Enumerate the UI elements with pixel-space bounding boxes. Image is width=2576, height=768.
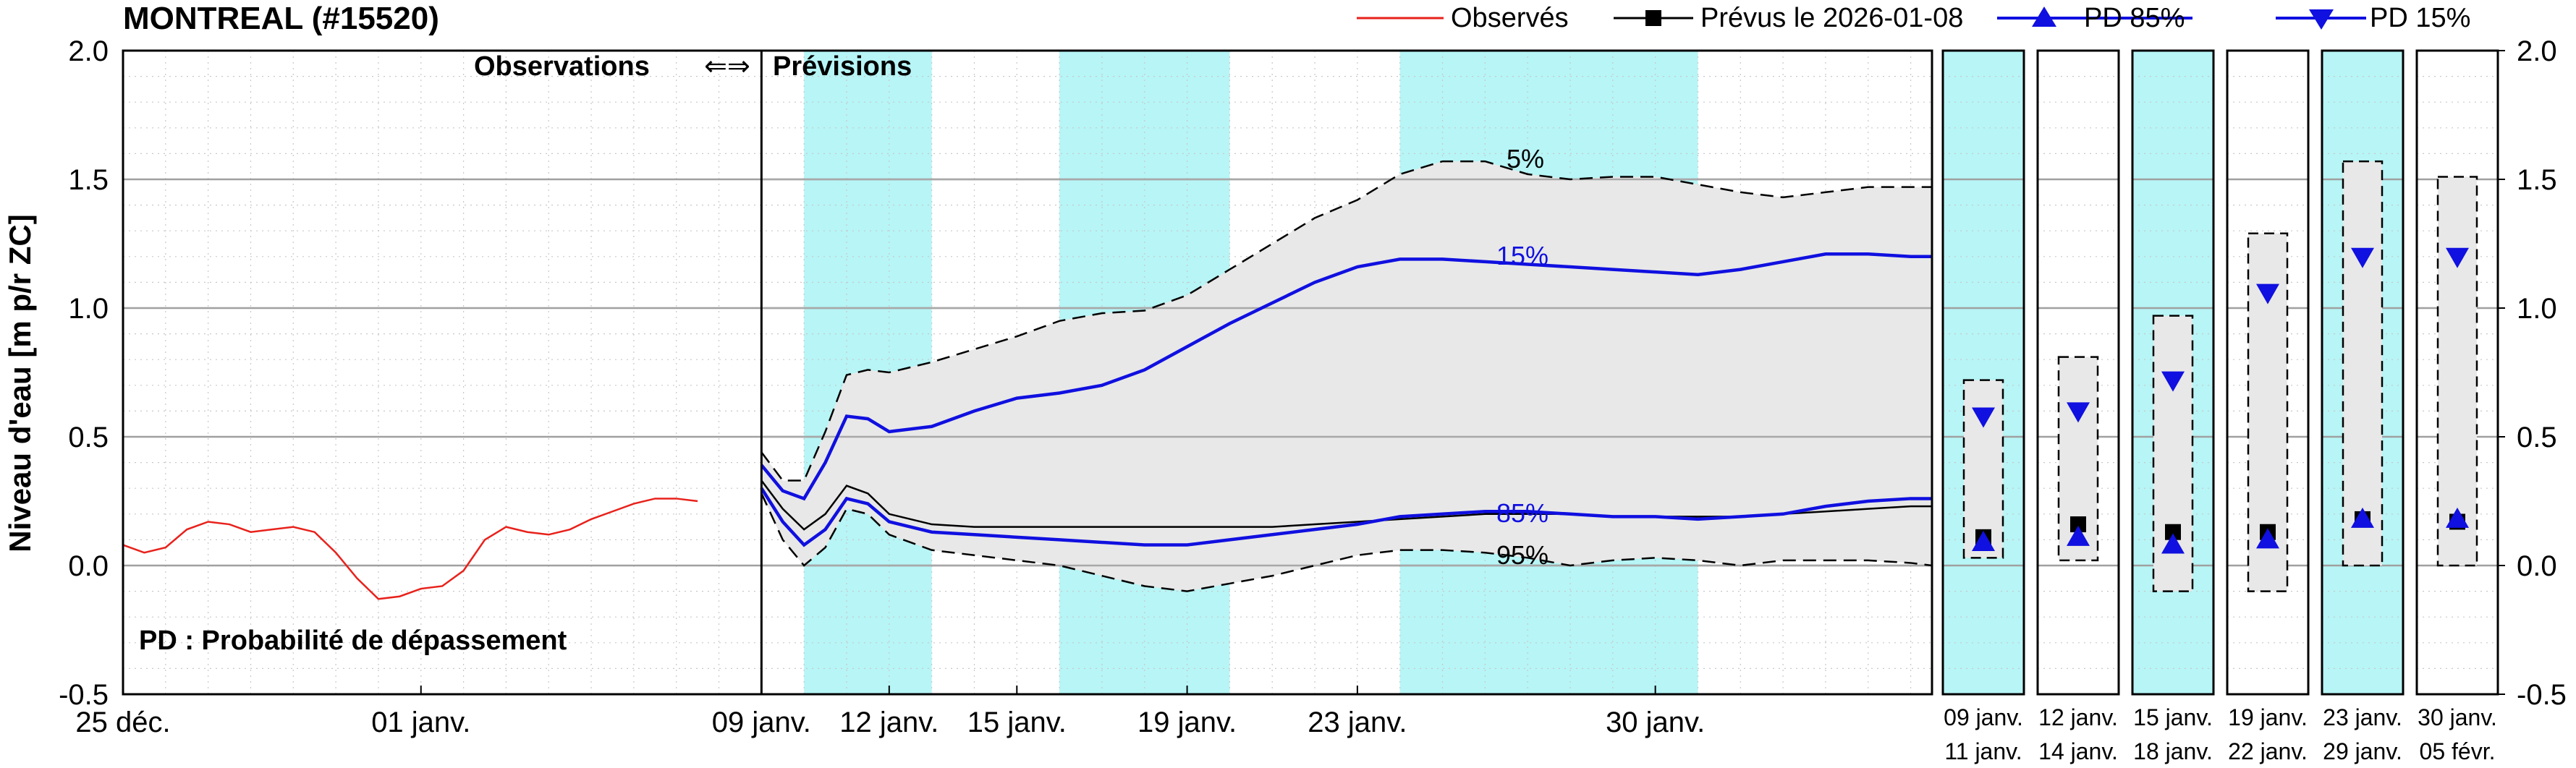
panel-date-start: 30 janv. [2418,704,2497,730]
panel-date-end: 18 janv. [2133,738,2213,764]
x-tick-label: 25 déc. [75,707,170,738]
panel-frame [2226,49,2310,696]
series-observed-line [122,498,698,600]
legend-pd15-label: PD 15% [2370,3,2470,33]
y-tick-label-right: 2.0 [2517,35,2557,67]
x-tick-label: 09 janv. [712,707,811,738]
panel-background [1943,51,2024,694]
x-tick-label: 19 janv. [1137,707,1237,738]
panel-date-start: 15 janv. [2133,704,2213,730]
chart-title: MONTREAL (#15520) [123,1,439,36]
series-pd85-line [760,487,1932,547]
panel-frame [2321,49,2405,696]
panel-pd85-marker [2446,507,2469,528]
weekly-panels: 09 janv. 11 janv. 12 janv. 14 janv. 15 janv.… [1941,49,2499,764]
series-pd15-line [760,252,1932,501]
panel-pd15-marker [2446,247,2469,268]
panel-date-start: 09 janv. [1944,704,2023,730]
y-tick-label: 2.0 [68,35,109,67]
x-tick-label: 12 janv. [839,707,939,738]
panel-date-start: 19 janv. [2228,704,2308,730]
y-tick-label: 0.5 [68,422,109,453]
x-tick-label: 30 janv. [1606,707,1705,738]
series-95pct-line [760,492,1933,592]
x-axis: 25 déc. 01 janv. 09 janv. 12 janv. 15 janv. 1… [75,686,1705,738]
legend-observed-label: Observés [1451,3,1569,33]
y-axis-label: Niveau d'eau [m p/r ZC] [3,214,37,552]
y-tick-label: -0.5 [59,679,109,711]
y-axis-right: -0.5 0.0 0.5 1.0 1.5 2.0 [2496,35,2567,711]
legend-pd15-marker [2309,9,2334,30]
y-tick-label: 0.0 [68,550,109,582]
panel-frame [1941,49,2025,696]
panel-date-start: 12 janv. [2038,704,2118,730]
panel-range-box [2436,176,2478,567]
y-tick-label-right: 1.5 [2517,164,2557,196]
legend-pd85-label: PD 85% [2084,3,2185,33]
legend: Observés Prévus le 2026-01-08 PD 85% PD … [1357,3,2470,33]
label-95pct: 95% [1496,540,1548,570]
panel-pd15-marker [2351,247,2374,268]
panel-frame [2415,49,2499,696]
annotation-pd-note: PD : Probabilité de dépassement [139,626,567,656]
panel-pd15-marker [2161,371,2185,392]
y-tick-label-right: -0.5 [2517,679,2567,711]
label-5pct: 5% [1507,144,1544,174]
panel-date-start: 23 janv. [2323,704,2402,730]
x-tick-label: 23 janv. [1308,707,1407,738]
panel-pd85-marker [2351,507,2374,528]
panel-date-end: 22 janv. [2228,738,2308,764]
panel-frame [2131,49,2215,696]
panel-pd15-marker [2256,283,2279,304]
panel-date-end: 11 janv. [1944,738,2022,764]
panel-frame [2036,49,2120,696]
annotation-previsions: Prévisions [773,51,912,82]
label-15pct: 15% [1496,241,1548,270]
panel-forecast-marker [2165,524,2181,540]
y-tick-label: 1.0 [68,293,109,325]
y-axis-left: -0.5 0.0 0.5 1.0 1.5 2.0 [59,35,109,711]
label-85pct: 85% [1496,498,1548,528]
x-tick-label: 15 janv. [967,707,1067,738]
x-tick-label: 01 janv. [371,707,470,738]
legend-pd85-marker [2032,7,2056,27]
panel-pd15-marker [2067,402,2090,423]
panel-pd15-marker [1972,407,1995,428]
panel-date-end: 29 janv. [2323,738,2402,764]
y-tick-label: 1.5 [68,164,109,196]
y-tick-label-right: 0.5 [2517,422,2557,453]
annotation-observations: Observations [474,51,650,82]
y-tick-label-right: 1.0 [2517,293,2557,325]
y-tick-label-right: 0.0 [2517,550,2557,582]
main-plot: Observations ⇐⇒ Prévisions PD : Probabil… [122,49,1933,696]
panel-pd85-marker [2161,533,2185,554]
forecast-envelope [761,161,1932,592]
plot-frame [122,49,1933,696]
panel-date-end: 14 janv. [2038,738,2118,764]
panel-pd85-marker [2067,525,2090,546]
panel-pd85-marker [2256,528,2279,549]
panel-forecast-marker [2070,516,2086,533]
annotation-arrows: ⇐⇒ [704,51,750,82]
panel-date-end: 05 févr. [2420,738,2496,764]
panel-pd85-marker [1972,530,1995,551]
panel-range-box [2342,160,2384,567]
legend-forecast-marker [1645,10,1661,26]
legend-forecast-label: Prévus le 2026-01-08 [1700,3,1963,33]
